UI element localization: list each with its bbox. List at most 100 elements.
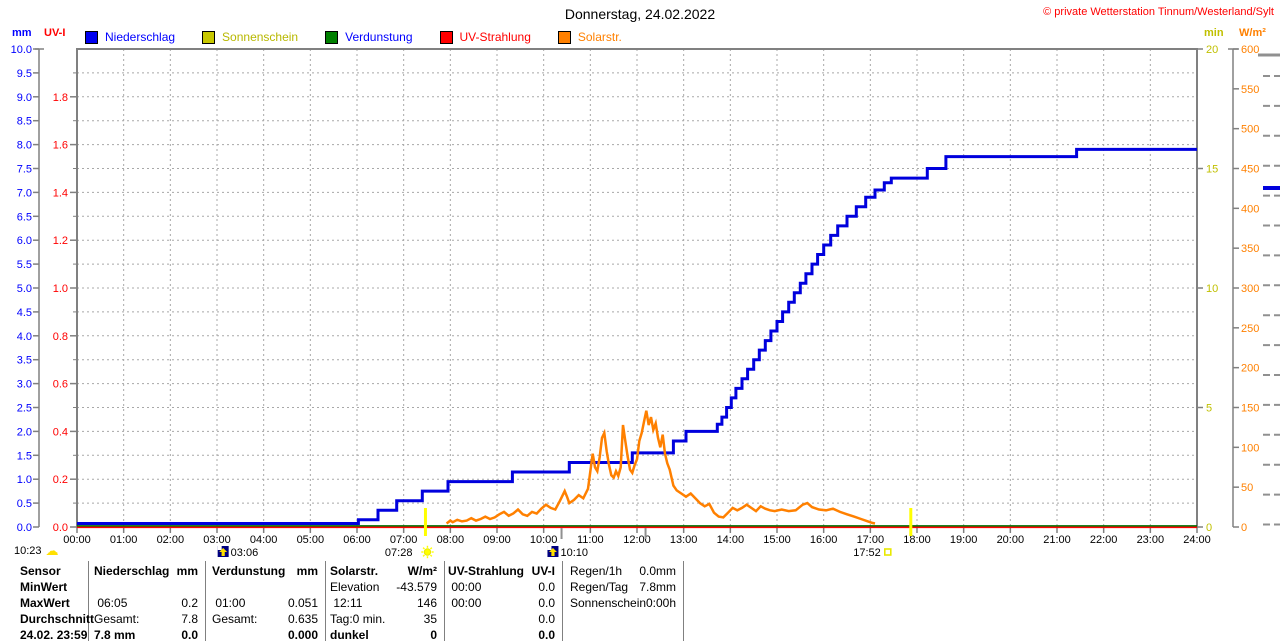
sunset-icon xyxy=(883,548,892,556)
axis-tick-label: 150 xyxy=(1241,403,1259,415)
moonset-time-label: 10:23 xyxy=(14,545,42,557)
row-label-24022359: 24.02. 23:59 xyxy=(20,628,88,641)
cloud-icon: ☁ xyxy=(45,543,59,558)
axis-tick-label: 15:00 xyxy=(763,534,791,546)
axis-tick-label: 10:00 xyxy=(530,534,558,546)
axis-tick-label: 18:00 xyxy=(903,534,931,546)
axis-tick-label: 14:00 xyxy=(717,534,745,546)
legend-label: Niederschlag xyxy=(105,30,176,44)
axis-unit-min: min xyxy=(1204,27,1224,39)
axis-tick-label: 03:06 xyxy=(231,547,259,559)
legend-swatch-icon xyxy=(439,30,453,44)
axis-tick-label: 17:52 xyxy=(853,547,881,559)
axis-tick-label: 4.0 xyxy=(17,331,32,343)
table-divider xyxy=(325,561,326,641)
stat-value: -43.579 xyxy=(396,580,437,594)
summary-value: 7.8mm xyxy=(639,580,676,594)
stat-text: 01:00 xyxy=(212,596,246,610)
axis-tick-label: 1.5 xyxy=(17,450,32,462)
axis-tick-label: 450 xyxy=(1241,164,1259,176)
axis-tick-label: 11:00 xyxy=(577,534,604,546)
axis-tick-label: 01:00 xyxy=(110,534,138,546)
axis-tick-label: 1.2 xyxy=(53,235,68,247)
axis-tick-label: 07:00 xyxy=(390,534,418,546)
legend-swatch-icon xyxy=(325,30,339,44)
axis-tick-label: 19:00 xyxy=(950,534,978,546)
legend-swatch-icon xyxy=(557,30,571,44)
axis-tick-label: 1.0 xyxy=(53,283,68,295)
legend-swatch-icon xyxy=(202,30,216,44)
axis-tick-label: 10:10 xyxy=(560,547,588,559)
series-solarstr xyxy=(445,410,876,525)
col-unit: mm xyxy=(296,564,318,578)
legend-item-uvstrahlung: UV-Strahlung xyxy=(439,30,531,44)
axis-tick-label: 7.5 xyxy=(17,164,32,176)
table-divider xyxy=(562,561,563,641)
axis-tick-label: 24:00 xyxy=(1183,534,1211,546)
legend-label: Verdunstung xyxy=(345,30,413,44)
moonrise-icon xyxy=(547,546,559,557)
axis-tick-label: 03:00 xyxy=(203,534,231,546)
axis-tick-label: 2.0 xyxy=(17,426,32,438)
stat-value: 0.635 xyxy=(287,612,318,626)
axis-tick-label: 0.5 xyxy=(17,498,32,510)
stat-text: 7.8 mm xyxy=(94,628,136,641)
axis-tick-label: 2.5 xyxy=(17,403,32,415)
legend-item-verdunstung: Verdunstung xyxy=(325,30,413,44)
axis-tick-label: 22:00 xyxy=(1090,534,1118,546)
axis-tick-label: 550 xyxy=(1241,84,1259,96)
axis-tick-label: 07:28 xyxy=(385,547,413,559)
legend-item-solarstr: Solarstr. xyxy=(557,30,622,44)
axis-tick-label: 1.8 xyxy=(53,92,68,104)
axis-tick-label: 5.5 xyxy=(17,259,32,271)
axis-unit-uvi: UV-I xyxy=(44,27,66,39)
axis-tick-label: 12:00 xyxy=(623,534,651,546)
legend-item-sonnenschein: Sonnenschein xyxy=(202,30,298,44)
row-label-sensor: Sensor xyxy=(20,564,61,578)
table-divider xyxy=(205,561,206,641)
summary-label-regen1h: Regen/1h xyxy=(570,564,623,578)
axis-tick-label: 4.5 xyxy=(17,307,32,319)
axis-tick-label: 1.6 xyxy=(53,140,68,152)
astro-events: 03:06 07:28 10:10 17:52 xyxy=(217,508,913,559)
axis-tick-label: 16:00 xyxy=(810,534,838,546)
summary-label-sonnenschein: Sonnenschein xyxy=(570,596,647,610)
axis-tick-label: 400 xyxy=(1241,203,1259,215)
axis-tick-label: 08:00 xyxy=(437,534,465,546)
grid xyxy=(77,49,1197,527)
stat-value: 0.0 xyxy=(181,628,198,641)
axis-tick-label: 05:00 xyxy=(297,534,325,546)
axis-unit-wm2: W/m² xyxy=(1239,27,1266,39)
row-label-minwert: MinWert xyxy=(20,580,68,594)
stat-value: 0.0 xyxy=(538,628,555,641)
axis-tick-label: 9.0 xyxy=(17,92,32,104)
axis-tick-label: 00:00 xyxy=(63,534,91,546)
col-header-uvstrahlung: UV-Strahlung xyxy=(448,564,525,578)
axis-tick-label: 20:00 xyxy=(997,534,1025,546)
axis-tick-label: 0 xyxy=(1206,522,1212,534)
summary-value: 0.0mm xyxy=(639,564,676,578)
chart-legend: Niederschlag Sonnenschein Verdunstung UV-St… xyxy=(85,30,649,44)
axis-tick-label: 15 xyxy=(1206,164,1218,176)
stat-value: 0.051 xyxy=(287,596,318,610)
moonset-icon xyxy=(217,546,229,557)
stat-value: 0.0 xyxy=(538,612,555,626)
axis-tick-label: 04:00 xyxy=(250,534,278,546)
right-edge-axis-fragment xyxy=(1258,53,1280,526)
axis-unit-mm: mm xyxy=(12,27,32,39)
legend-label: Sonnenschein xyxy=(222,30,299,44)
stat-text: Gesamt: xyxy=(94,612,140,626)
axis-tick-label: 250 xyxy=(1241,323,1259,335)
axis-tick-label: 50 xyxy=(1241,482,1253,494)
axis-tick-label: 21:00 xyxy=(1043,534,1071,546)
col-header-niederschlag: Niederschlag xyxy=(94,564,170,578)
stat-text: dunkel xyxy=(330,628,369,641)
mm-axis: 0.0 0.5 1.0 1.5 2.0 2.5 3.0 3.5 4.0 4.5 5.0 5.5 6.0 6… xyxy=(11,44,44,534)
stat-text: Gesamt: xyxy=(212,612,258,626)
axis-tick-label: 0.0 xyxy=(17,522,32,534)
stat-value: 0.0 xyxy=(538,596,555,610)
stat-value: 7.8 xyxy=(181,612,198,626)
axis-tick-label: 13:00 xyxy=(670,534,698,546)
col-header-verdunstung: Verdunstung xyxy=(212,564,286,578)
